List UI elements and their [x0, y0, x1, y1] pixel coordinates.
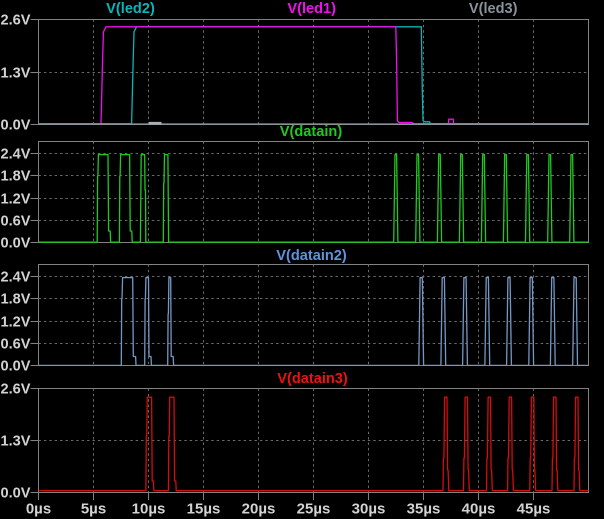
svg-text:0.0V: 0.0V	[0, 485, 30, 501]
svg-text:V(led1): V(led1)	[287, 1, 336, 17]
svg-text:2.4V: 2.4V	[0, 146, 30, 162]
svg-text:V(datain): V(datain)	[280, 124, 343, 140]
svg-text:0.6V: 0.6V	[0, 213, 30, 229]
svg-text:45µs: 45µs	[517, 501, 551, 518]
svg-text:5µs: 5µs	[81, 501, 106, 518]
svg-text:20µs: 20µs	[242, 501, 276, 518]
svg-text:15µs: 15µs	[187, 501, 221, 518]
svg-text:V(datain3): V(datain3)	[277, 371, 348, 387]
svg-text:1.2V: 1.2V	[0, 191, 30, 207]
svg-text:1.8V: 1.8V	[0, 291, 30, 307]
svg-text:1.3V: 1.3V	[0, 65, 30, 81]
svg-text:1.2V: 1.2V	[0, 314, 30, 330]
svg-text:2.4V: 2.4V	[0, 269, 30, 285]
svg-text:2.6V: 2.6V	[0, 381, 30, 397]
svg-text:1.8V: 1.8V	[0, 168, 30, 184]
svg-text:V(led2): V(led2)	[106, 1, 155, 17]
svg-text:35µs: 35µs	[407, 501, 441, 518]
svg-text:0.0V: 0.0V	[0, 117, 30, 133]
svg-text:0.0V: 0.0V	[0, 235, 30, 251]
svg-text:V(led3): V(led3)	[469, 1, 518, 17]
svg-text:25µs: 25µs	[297, 501, 331, 518]
svg-text:V(datain2): V(datain2)	[276, 248, 347, 264]
svg-text:10µs: 10µs	[132, 501, 166, 518]
svg-text:1.3V: 1.3V	[0, 433, 30, 449]
svg-text:40µs: 40µs	[462, 501, 496, 518]
svg-text:0.0V: 0.0V	[0, 358, 30, 374]
svg-text:0.6V: 0.6V	[0, 336, 30, 352]
svg-text:2.6V: 2.6V	[0, 12, 30, 28]
svg-text:0µs: 0µs	[26, 501, 51, 518]
svg-text:30µs: 30µs	[352, 501, 386, 518]
